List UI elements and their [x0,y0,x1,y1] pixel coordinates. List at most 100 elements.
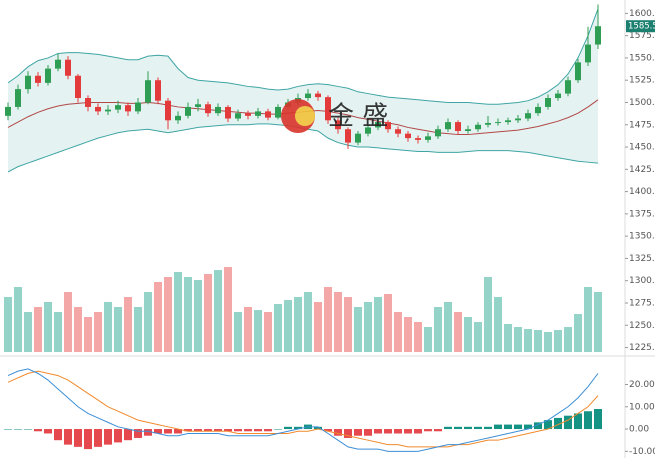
macd-hist [104,429,112,445]
candle-body [75,75,81,99]
candle-body [25,75,31,90]
volume-bar [224,267,232,352]
volume-bar [514,327,522,352]
macd-hist [34,429,42,432]
candle-body [225,106,231,119]
volume-bar [284,300,292,352]
candle-body [465,129,471,131]
volume-bar [524,329,532,352]
volume-bar [154,282,162,352]
candle-body [35,75,41,83]
volume-bar [144,292,152,352]
candle-body [515,118,521,121]
candle-body [585,44,591,63]
macd-dif [7,368,599,452]
candle-body [565,80,571,94]
macd-hist [94,429,102,447]
y-tick-label: 1550.00 [629,53,655,63]
candle-body [525,113,531,119]
macd-hist [524,424,532,430]
macd-hist [144,429,152,436]
volume-bar [584,287,592,352]
watermark: 金 盛 [281,99,388,133]
macd-hist [314,426,322,430]
volume-bar [54,312,62,352]
volume-bar [164,277,172,352]
macd-hist [214,429,222,432]
candle-body [595,26,601,45]
macd-hist [264,429,272,432]
macd-hist [184,429,192,432]
macd-hist [164,429,172,434]
candle-body [335,120,341,130]
candle-body [15,89,21,107]
volume-bar [394,312,402,352]
volume-bar [594,292,602,352]
macd-hist [224,429,232,432]
candle-body [5,106,11,116]
volume-bar [214,270,222,352]
candle-body [405,133,411,139]
candle-body [485,122,491,125]
candle-body [245,113,251,116]
volume-bar [254,310,262,352]
volume-bar [24,312,32,352]
candle-body [265,111,271,118]
macd-hist [334,429,342,436]
candle-body [395,129,401,134]
macd-hist [14,429,22,430]
candle-body [175,115,181,121]
macd-hist [204,429,212,432]
volume-bar [314,302,322,352]
macd-hist [454,426,462,430]
candle-body [545,98,551,107]
y-tick-label: 1475.00 [629,120,655,130]
volume-bar [84,317,92,352]
macd-hist [124,429,132,441]
volume-bar [34,307,42,352]
macd-hist [564,415,572,430]
band-upper [7,8,599,105]
volume-bar [64,292,72,352]
candle-body [235,113,241,119]
volume-bar [334,292,342,352]
volume-bar [94,312,102,352]
candle-body [345,129,351,143]
y-tick-label: 1500.00 [629,98,655,108]
macd-hist [374,429,382,434]
volume-bar [44,302,52,352]
candle-body [555,93,561,99]
macd-hist [254,429,262,432]
y-tick-label: -10.00 [629,447,655,457]
volume-bar [374,297,382,352]
volume-bar [504,324,512,352]
volume-bar [384,294,392,352]
volume-bar [244,307,252,352]
candle-body [215,106,221,114]
candle-body [85,98,91,107]
watermark-text: 金 盛 [328,102,388,132]
macd-hist [44,429,52,434]
last-price-box [626,20,655,33]
volume-bar [484,277,492,352]
volume-bar [14,287,22,352]
macd-hist [344,429,352,438]
volume-bar [564,327,572,352]
macd-hist [354,429,362,436]
candle-body [475,124,481,130]
candle-body [55,59,61,69]
volume-bar [274,304,282,352]
candle-body [125,105,131,112]
macd-hist [294,426,302,430]
macd-hist [484,426,492,430]
macd-hist [114,429,122,443]
y-tick-label: 1425.00 [629,165,655,175]
y-tick-label: 1525.00 [629,76,655,86]
y-tick-label: 1600.00 [629,9,655,19]
macd-hist [554,417,562,430]
volume-bar [494,297,502,352]
volume-bar [344,297,352,352]
volume-bar [424,327,432,352]
macd-hist [404,429,412,434]
